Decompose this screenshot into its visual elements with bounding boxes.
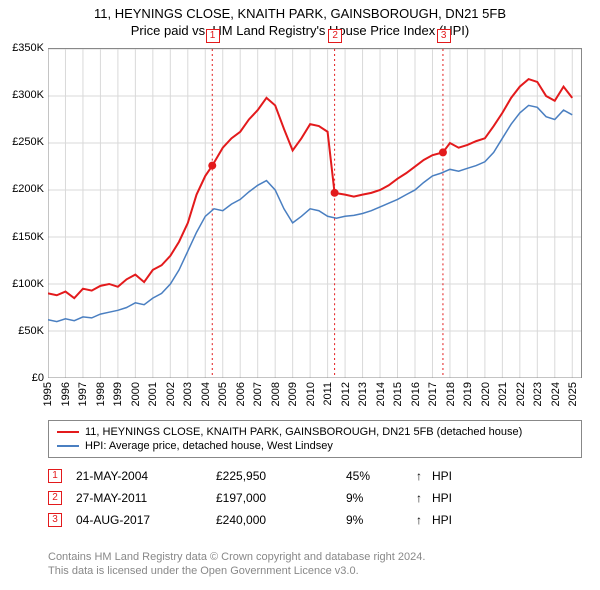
x-tick-label: 2001 — [147, 382, 159, 406]
legend-label: 11, HEYNINGS CLOSE, KNAITH PARK, GAINSBO… — [85, 426, 522, 438]
y-tick-label: £50K — [18, 325, 44, 337]
up-arrow-icon: ↑ — [416, 469, 432, 483]
chart-svg — [48, 49, 581, 378]
event-hpi-label: HPI — [432, 491, 582, 505]
event-price: £225,950 — [216, 469, 346, 483]
event-marker: 1 — [206, 29, 220, 43]
x-tick-label: 2008 — [270, 382, 282, 406]
x-tick-label: 2025 — [567, 382, 579, 406]
legend-swatch — [57, 431, 79, 433]
x-tick-label: 2019 — [462, 382, 474, 406]
title-line-2: Price paid vs. HM Land Registry's House … — [10, 23, 590, 40]
x-tick-label: 2012 — [340, 382, 352, 406]
event-pct: 9% — [346, 491, 416, 505]
footer: Contains HM Land Registry data © Crown c… — [48, 550, 582, 579]
event-date: 04-AUG-2017 — [76, 513, 216, 527]
event-hpi-label: HPI — [432, 469, 582, 483]
event-number-box: 2 — [48, 491, 62, 505]
x-tick-label: 2005 — [217, 382, 229, 406]
x-tick-label: 2006 — [235, 382, 247, 406]
y-tick-label: £150K — [12, 231, 44, 243]
event-number-box: 1 — [48, 469, 62, 483]
x-tick-label: 2007 — [252, 382, 264, 406]
event-price: £197,000 — [216, 491, 346, 505]
x-tick-label: 1998 — [95, 382, 107, 406]
x-tick-label: 2018 — [445, 382, 457, 406]
event-marker: 2 — [328, 29, 342, 43]
legend: 11, HEYNINGS CLOSE, KNAITH PARK, GAINSBO… — [48, 420, 582, 458]
event-number-box: 3 — [48, 513, 62, 527]
x-tick-label: 2024 — [550, 382, 562, 406]
x-tick-label: 1999 — [112, 382, 124, 406]
event-date: 27-MAY-2011 — [76, 491, 216, 505]
x-tick-label: 2000 — [130, 382, 142, 406]
y-axis: £0£50K£100K£150K£200K£250K£300K£350K — [0, 48, 48, 378]
chart-container: 11, HEYNINGS CLOSE, KNAITH PARK, GAINSBO… — [0, 0, 600, 590]
y-tick-label: £250K — [12, 136, 44, 148]
x-tick-label: 2023 — [532, 382, 544, 406]
x-tick-label: 2016 — [410, 382, 422, 406]
x-tick-label: 2003 — [182, 382, 194, 406]
y-tick-label: £300K — [12, 89, 44, 101]
y-tick-label: £200K — [12, 183, 44, 195]
x-tick-label: 2021 — [497, 382, 509, 406]
title-block: 11, HEYNINGS CLOSE, KNAITH PARK, GAINSBO… — [0, 0, 600, 42]
x-tick-label: 2013 — [357, 382, 369, 406]
x-tick-label: 1996 — [60, 382, 72, 406]
events-table-row: 2 27-MAY-2011£197,0009%↑HPI — [48, 487, 582, 509]
x-tick-label: 2014 — [375, 382, 387, 406]
x-tick-label: 2002 — [165, 382, 177, 406]
x-tick-label: 2022 — [515, 382, 527, 406]
event-pct: 45% — [346, 469, 416, 483]
x-tick-label: 1997 — [77, 382, 89, 406]
events-table-row: 1 21-MAY-2004£225,95045%↑HPI — [48, 465, 582, 487]
legend-row: 11, HEYNINGS CLOSE, KNAITH PARK, GAINSBO… — [57, 425, 573, 439]
event-pct: 9% — [346, 513, 416, 527]
x-tick-label: 2017 — [427, 382, 439, 406]
x-tick-label: 2020 — [480, 382, 492, 406]
events-table-row: 3 04-AUG-2017£240,0009%↑HPI — [48, 509, 582, 531]
event-date: 21-MAY-2004 — [76, 469, 216, 483]
legend-label: HPI: Average price, detached house, West… — [85, 440, 333, 452]
legend-row: HPI: Average price, detached house, West… — [57, 439, 573, 453]
event-marker: 3 — [437, 29, 451, 43]
plot-area: 123 — [48, 48, 582, 378]
x-tick-label: 2010 — [305, 382, 317, 406]
x-tick-label: 2015 — [392, 382, 404, 406]
events-table: 121-MAY-2004£225,95045%↑HPI227-MAY-2011£… — [48, 465, 582, 531]
y-tick-label: £100K — [12, 278, 44, 290]
x-tick-label: 1995 — [42, 382, 54, 406]
up-arrow-icon: ↑ — [416, 513, 432, 527]
event-hpi-label: HPI — [432, 513, 582, 527]
footer-line-1: Contains HM Land Registry data © Crown c… — [48, 550, 582, 564]
y-tick-label: £350K — [12, 42, 44, 54]
title-line-1: 11, HEYNINGS CLOSE, KNAITH PARK, GAINSBO… — [10, 6, 590, 23]
x-tick-label: 2009 — [287, 382, 299, 406]
event-price: £240,000 — [216, 513, 346, 527]
footer-line-2: This data is licensed under the Open Gov… — [48, 564, 582, 578]
x-tick-label: 2004 — [200, 382, 212, 406]
up-arrow-icon: ↑ — [416, 491, 432, 505]
x-tick-label: 2011 — [322, 382, 334, 406]
legend-swatch — [57, 445, 79, 447]
